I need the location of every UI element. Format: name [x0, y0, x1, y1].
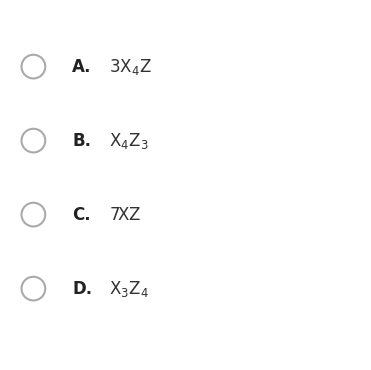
Text: $\mathregular{X_4Z_3}$: $\mathregular{X_4Z_3}$	[109, 131, 149, 151]
Text: A.: A.	[72, 58, 92, 75]
Text: B.: B.	[72, 132, 91, 149]
Text: $\mathregular{7XZ}$: $\mathregular{7XZ}$	[109, 206, 141, 223]
Text: $\mathregular{X_3Z_4}$: $\mathregular{X_3Z_4}$	[109, 279, 149, 299]
Text: C.: C.	[72, 206, 91, 223]
Text: $\mathregular{3X_4Z}$: $\mathregular{3X_4Z}$	[109, 57, 152, 77]
Text: D.: D.	[72, 280, 92, 297]
